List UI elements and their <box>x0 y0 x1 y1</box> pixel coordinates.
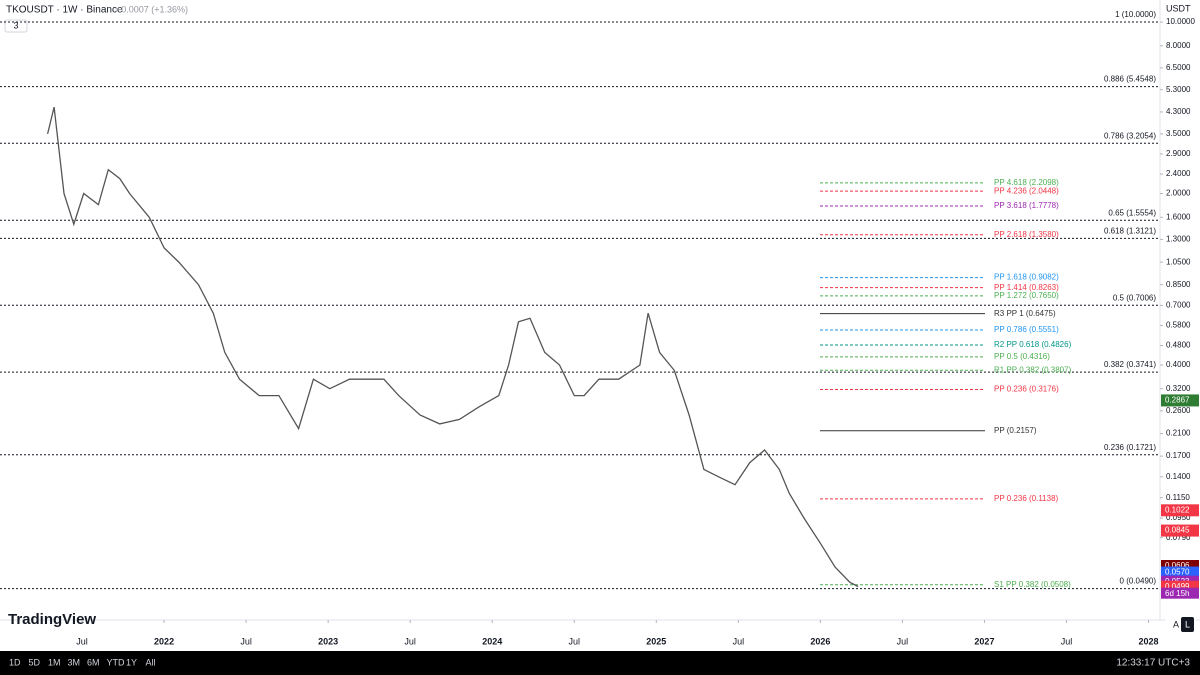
price-line <box>46 106 859 588</box>
pivot-level-label: PP 4.618 (2.2098) <box>994 178 1059 187</box>
y-tick-label: 3.5000 <box>1166 129 1191 138</box>
fib-level-label: 0.886 (5.4548) <box>1104 75 1156 84</box>
y-tick-label: 1.3000 <box>1166 235 1191 244</box>
x-tick-label: 2028 <box>1138 636 1158 646</box>
y-tick-label: 2.4000 <box>1166 169 1191 178</box>
fib-level-label: 0.786 (3.2054) <box>1104 131 1156 140</box>
x-tick-label: Jul <box>404 636 416 646</box>
range-button[interactable]: YTD <box>107 657 126 667</box>
fib-level-label: 0 (0.0490) <box>1120 577 1157 586</box>
price-tag-label: 0.0606 <box>1165 561 1190 570</box>
x-tick-label: Jul <box>240 636 252 646</box>
pivot-level-label: PP 4.236 (2.0448) <box>994 186 1059 195</box>
x-tick-label: Jul <box>733 636 745 646</box>
fib-level-label: 0.618 (1.3121) <box>1104 227 1156 236</box>
indicator-count[interactable]: 3 <box>13 20 18 30</box>
y-tick-label: 0.8500 <box>1166 280 1191 289</box>
x-tick-label: 2023 <box>318 636 338 646</box>
y-tick-label: 0.5800 <box>1166 320 1191 329</box>
x-tick-label: Jul <box>897 636 909 646</box>
x-tick-label: Jul <box>1061 636 1073 646</box>
pivot-level-label: PP 0.5 (0.4316) <box>994 352 1050 361</box>
price-tag <box>1161 394 1199 407</box>
pivot-level-label: PP 1.618 (0.9082) <box>994 273 1059 282</box>
price-tag-label: 0.1022 <box>1165 505 1190 514</box>
pivot-level-label: PP 1.272 (0.7650) <box>994 291 1059 300</box>
auto-scale-button[interactable]: A <box>1173 619 1179 629</box>
pivot-level-label: PP 2.618 (1.3580) <box>994 230 1059 239</box>
range-button[interactable]: 5D <box>29 657 41 667</box>
range-button[interactable]: 3M <box>68 657 81 667</box>
y-tick-label: 6.5000 <box>1166 63 1191 72</box>
y-tick-label: 1.6000 <box>1166 212 1191 221</box>
pivot-level-label: S1 PP 0.382 (0.0508) <box>994 580 1071 589</box>
price-tag <box>1161 524 1199 537</box>
y-tick-label: 0.1150 <box>1166 493 1190 502</box>
x-tick-label: Jul <box>568 636 580 646</box>
pivot-level-label: PP (0.2157) <box>994 426 1037 435</box>
log-scale-button[interactable]: L <box>1185 619 1190 629</box>
pivot-level-label: PP 0.236 (0.1138) <box>994 494 1059 503</box>
x-tick-label: 2026 <box>810 636 830 646</box>
bottom-toolbar <box>0 651 1200 675</box>
x-tick-label: Jul <box>76 636 88 646</box>
y-tick-label: 0.1700 <box>1166 451 1191 460</box>
y-tick-label: 8.0000 <box>1166 41 1191 50</box>
y-tick-label: 0.3200 <box>1166 384 1191 393</box>
price-tag-label: 0.0499 <box>1165 582 1190 591</box>
pivot-level-label: PP 0.236 (0.3176) <box>994 385 1059 394</box>
price-tag-label: 0.2867 <box>1165 396 1190 405</box>
pivot-level-label: PP 1.414 (0.8263) <box>994 283 1059 292</box>
y-tick-label: 0.0790 <box>1166 533 1191 542</box>
y-tick-label: 10.0000 <box>1166 17 1195 26</box>
countdown-tag <box>1161 587 1199 599</box>
y-tick-label: 0.2600 <box>1166 406 1191 415</box>
currency-label[interactable]: USDT <box>1166 3 1191 13</box>
pivot-level-label: R3 PP 1 (0.6475) <box>994 309 1056 318</box>
y-tick-label: 2.9000 <box>1166 149 1191 158</box>
brand-logo: TradingView <box>8 611 96 628</box>
fib-level-label: 0.382 (0.3741) <box>1104 360 1156 369</box>
y-tick-label: 5.3000 <box>1166 85 1191 94</box>
x-tick-label: 2024 <box>482 636 502 646</box>
y-tick-label: 0.1400 <box>1166 472 1191 481</box>
y-tick-label: 0.2100 <box>1166 429 1191 438</box>
pivot-level-label: PP 3.618 (1.7778) <box>994 201 1059 210</box>
price-tag <box>1161 504 1199 517</box>
fib-level-label: 0.65 (1.5554) <box>1108 208 1156 217</box>
countdown: 6d 15h <box>1165 589 1189 598</box>
x-tick-label: 2025 <box>646 636 666 646</box>
range-button[interactable]: 1M <box>48 657 61 667</box>
log-scale-active[interactable] <box>1181 617 1194 632</box>
fib-level-label: 0.5 (0.7006) <box>1113 293 1156 302</box>
fib-level-label: 1 (10.0000) <box>1115 10 1156 19</box>
y-tick-label: 4.3000 <box>1166 107 1191 116</box>
pivot-level-label: R2 PP 0.618 (0.4826) <box>994 340 1072 349</box>
y-tick-label: 0.4800 <box>1166 341 1191 350</box>
y-tick-label: 1.0500 <box>1166 257 1191 266</box>
price-tag <box>1161 566 1199 579</box>
price-tag-label: 0.0845 <box>1165 526 1190 535</box>
range-button[interactable]: All <box>146 657 156 667</box>
x-tick-label: 2022 <box>154 636 174 646</box>
pivot-level-label: PP 0.786 (0.5551) <box>994 325 1059 334</box>
y-tick-label: 0.4000 <box>1166 360 1191 369</box>
price-tag-label: 0.0570 <box>1165 568 1190 577</box>
symbol-title: TKOUSDT · 1W · Binance <box>6 5 123 16</box>
clock: 12:33:17 UTC+3 <box>1116 658 1190 669</box>
y-tick-label: 2.0000 <box>1166 189 1191 198</box>
range-button[interactable]: 1D <box>9 657 21 667</box>
pivot-level-label: R1 PP 0.382 (0.3807) <box>994 365 1072 374</box>
x-tick-label: 2027 <box>974 636 994 646</box>
range-button[interactable]: 6M <box>87 657 100 667</box>
y-tick-label: 0.7000 <box>1166 300 1191 309</box>
y-tick-label: 0.0950 <box>1166 513 1191 522</box>
indicator-toggle[interactable] <box>4 19 28 33</box>
fib-level-label: 0.236 (0.1721) <box>1104 443 1156 452</box>
range-button[interactable]: 1Y <box>126 657 137 667</box>
price-change: +0.0007 (+1.36%) <box>116 4 188 14</box>
